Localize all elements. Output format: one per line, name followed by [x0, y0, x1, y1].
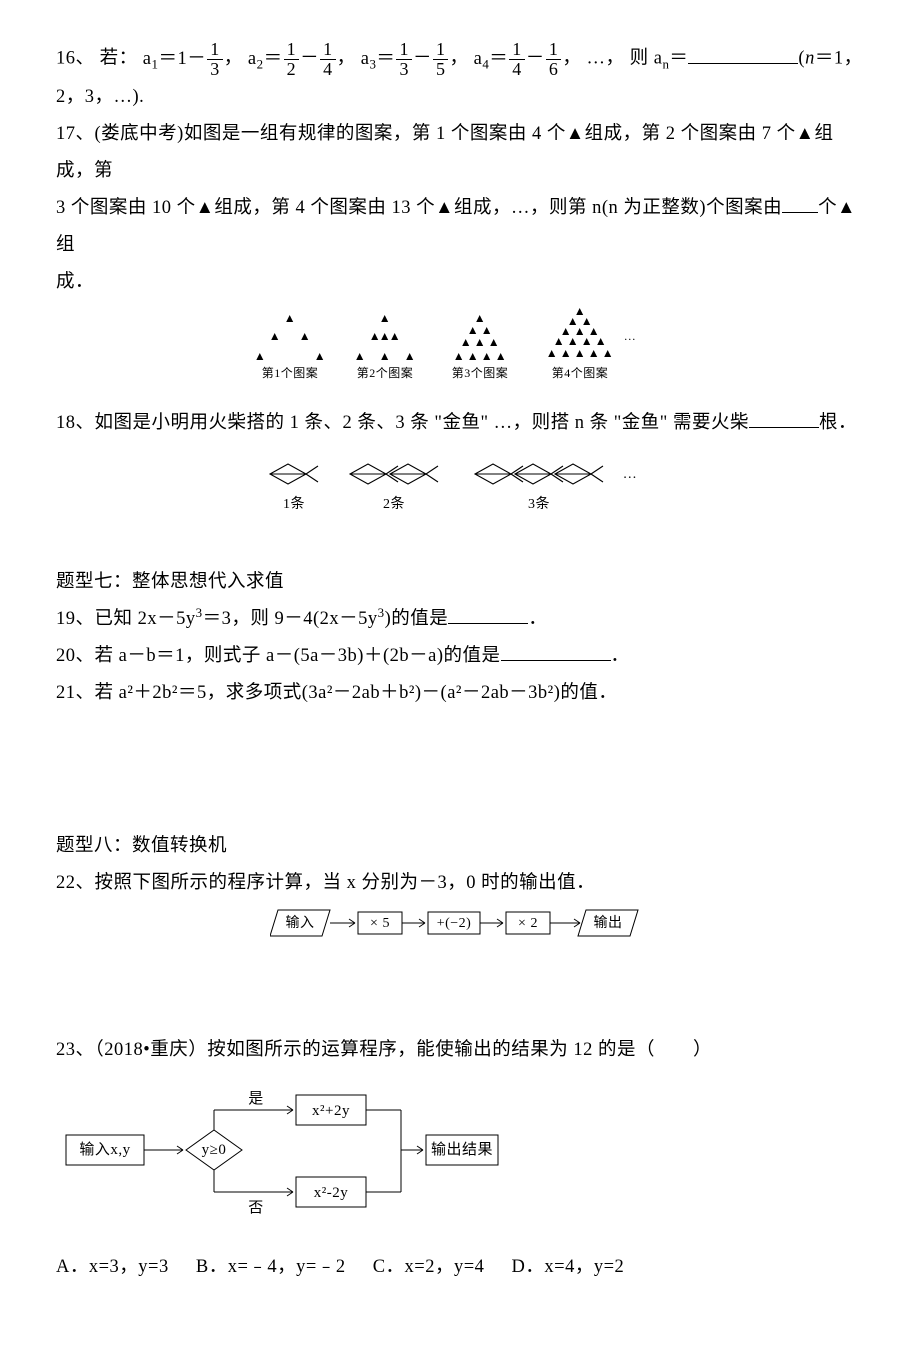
q19-num: 19: [56, 609, 76, 629]
q18: 18、如图是小明用火柴搭的 1 条、2 条、3 条 "金鱼" …，则搭 n 条 …: [56, 405, 864, 442]
fig-label-2: 第2个图案: [357, 365, 414, 380]
frac-1-3b: 13: [395, 40, 413, 79]
q22-step-0: 输入: [286, 915, 315, 931]
q22-step-1: × 5: [370, 916, 390, 931]
q18-label-3: 3条: [528, 495, 550, 512]
q16-num: 16: [56, 49, 76, 69]
q17-num: 17: [56, 124, 76, 144]
q23-opt-b: B．x=﹣4，y=﹣2: [196, 1257, 346, 1277]
q18-figure: 1条 2条 3条 …: [56, 446, 864, 538]
q22-num: 22: [56, 873, 76, 893]
q18-label-2: 2条: [383, 495, 405, 512]
svg-text:▲: ▲: [299, 329, 311, 343]
q20-num: 20: [56, 646, 76, 666]
frac-1-3: 13: [206, 40, 224, 79]
q18-blank: [749, 410, 819, 428]
fc-out: 输出结果: [431, 1141, 493, 1158]
fc-bot: x²-2y: [314, 1185, 349, 1201]
section-7-title: 题型七：整体思想代入求值: [56, 564, 864, 601]
fc-input: 输入x,y: [79, 1141, 130, 1158]
q23-num: 23: [56, 1040, 76, 1060]
q22-step-4: 输出: [594, 915, 623, 931]
fig-label-1: 第1个图案: [262, 365, 319, 380]
q20-blank: [501, 643, 611, 661]
q23-text: （2018•重庆）按如图所示的运算程序，能使输出的结果为 12 的是（ ）: [95, 1040, 712, 1060]
q23-opt-d: D．x=4，y=2: [512, 1257, 625, 1277]
svg-text:▲: ▲: [404, 349, 416, 363]
spacer-2: [56, 962, 864, 1032]
page: 16、 若： a1＝1－13， a2＝12－14， a3＝13－15， a4＝1…: [0, 0, 920, 1346]
q22-text: 按照下图所示的程序计算，当 x 分别为－3，0 时的输出值．: [95, 873, 596, 893]
q19-blank: [448, 606, 528, 624]
fig-label-4: 第4个图案: [552, 365, 609, 380]
frac-1-6: 16: [545, 40, 563, 79]
q23-opt-a: A．x=3，y=3: [56, 1257, 169, 1277]
q18-label-1: 1条: [283, 495, 305, 512]
svg-text:▲: ▲: [460, 335, 472, 349]
svg-text:▲: ▲: [379, 349, 391, 363]
q18-dots: …: [623, 467, 638, 482]
q19: 19、已知 2x－5y3＝3，则 9－4(2x－5y3)的值是．: [56, 601, 864, 638]
q17-text-b: 3 个图案由 10 个▲组成，第 4 个图案由 13 个▲组成，…，则第 n(n…: [56, 198, 782, 218]
spacer-1: [56, 712, 864, 802]
q20: 20、若 a－b＝1，则式子 a－(5a－3b)＋(2b－a)的值是．: [56, 638, 864, 675]
q21-num: 21: [56, 683, 76, 703]
section-8-title: 题型八：数值转换机: [56, 828, 864, 865]
fig-label-3: 第3个图案: [452, 365, 509, 380]
svg-text:▲: ▲: [546, 346, 558, 360]
q17-text-a: (娄底中考)如图是一组有规律的图案，第 1 个图案由 4 个▲组成，第 2 个图…: [56, 124, 833, 181]
svg-text:▲: ▲: [284, 311, 296, 325]
q23-opt-c: C．x=2，y=4: [373, 1257, 485, 1277]
q18-text-b: 根．: [819, 413, 857, 433]
q22: 22、按照下图所示的程序计算，当 x 分别为－3，0 时的输出值．: [56, 865, 864, 902]
q22-step-2: +(−2): [437, 916, 472, 931]
q23-options: A．x=3，y=3 B．x=﹣4，y=﹣2 C．x=2，y=4 D．x=4，y=…: [56, 1249, 864, 1286]
svg-text:▲: ▲: [560, 346, 572, 360]
svg-text:▲: ▲: [354, 349, 366, 363]
frac-1-4: 14: [319, 40, 337, 79]
q18-text-a: 如图是小明用火柴搭的 1 条、2 条、3 条 "金鱼" …，则搭 n 条 "金鱼…: [95, 413, 749, 433]
frac-1-5: 15: [432, 40, 450, 79]
q16-blank: [688, 46, 798, 64]
svg-text:▲: ▲: [314, 349, 326, 363]
q23-figure: 输入x,y y≥0 是 否 x²+2y x²-2y 输出结果: [56, 1077, 864, 1241]
svg-text:▲: ▲: [574, 346, 586, 360]
q21-text: 若 a²＋2b²＝5，求多项式(3a²－2ab＋b²)－(a²－2ab－3b²)…: [95, 683, 618, 703]
q22-figure: 输入 × 5 +(−2) × 2 输出: [56, 906, 864, 956]
svg-text:▲: ▲: [389, 329, 401, 343]
q17-cont2: 成．: [56, 264, 864, 301]
fc-top: x²+2y: [312, 1103, 350, 1119]
frac-1-2: 12: [283, 40, 301, 79]
fig-dots: …: [624, 329, 637, 343]
svg-text:▲: ▲: [488, 335, 500, 349]
fc-yes: 是: [248, 1091, 264, 1107]
svg-text:▲: ▲: [269, 329, 281, 343]
q22-step-3: × 2: [518, 916, 538, 931]
q17: 17、(娄底中考)如图是一组有规律的图案，第 1 个图案由 4 个▲组成，第 2…: [56, 116, 864, 190]
svg-text:▲: ▲: [588, 346, 600, 360]
svg-text:▲: ▲: [453, 349, 465, 363]
fc-cond: y≥0: [202, 1142, 227, 1158]
q23: 23、（2018•重庆）按如图所示的运算程序，能使输出的结果为 12 的是（ ）: [56, 1032, 864, 1069]
q17-text-d: 成．: [56, 272, 94, 292]
q16-prefix: 若：: [100, 49, 138, 69]
svg-text:▲: ▲: [379, 311, 391, 325]
fc-no: 否: [248, 1200, 264, 1216]
q16: 16、 若： a1＝1－13， a2＝12－14， a3＝13－15， a4＝1…: [56, 40, 864, 116]
q17-cont: 3 个图案由 10 个▲组成，第 4 个图案由 13 个▲组成，…，则第 n(n…: [56, 190, 864, 264]
svg-text:▲: ▲: [467, 349, 479, 363]
q18-num: 18: [56, 413, 76, 433]
svg-text:▲: ▲: [481, 349, 493, 363]
svg-text:▲: ▲: [495, 349, 507, 363]
frac-1-4b: 14: [508, 40, 526, 79]
q21: 21、若 a²＋2b²＝5，求多项式(3a²－2ab＋b²)－(a²－2ab－3…: [56, 675, 864, 712]
q17-blank: [782, 195, 818, 213]
svg-text:▲: ▲: [602, 346, 614, 360]
svg-text:▲: ▲: [474, 335, 486, 349]
svg-text:▲: ▲: [254, 349, 266, 363]
q17-figure: ▲ ▲▲ ▲▲ ▲ ▲▲▲ ▲▲▲ ▲ ▲▲ ▲▲▲ ▲▲▲▲: [56, 305, 864, 399]
